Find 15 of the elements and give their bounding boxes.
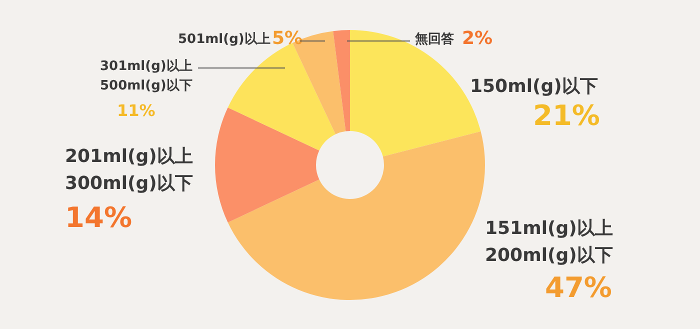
slice-label: 151ml(g)以上 200ml(g)以下	[485, 218, 613, 266]
donut-slice	[333, 30, 350, 132]
slice-label: 501ml(g)以上	[178, 32, 270, 47]
data-label: 11%	[117, 101, 156, 120]
slice-label: 150ml(g)以下	[470, 76, 598, 97]
slice-label: 無回答	[414, 32, 454, 47]
data-label: 21%	[532, 99, 600, 132]
slice-label: 201ml(g)以上 300ml(g)以下	[65, 146, 193, 194]
slice-label: 301ml(g)以上 500ml(g)以下	[100, 59, 192, 94]
data-label: 14%	[65, 201, 132, 234]
donut-slice	[215, 108, 320, 222]
data-label: 47%	[544, 271, 612, 304]
donut-slice	[228, 131, 485, 300]
data-label: 2%	[462, 28, 493, 49]
data-label: 5%	[272, 28, 303, 49]
